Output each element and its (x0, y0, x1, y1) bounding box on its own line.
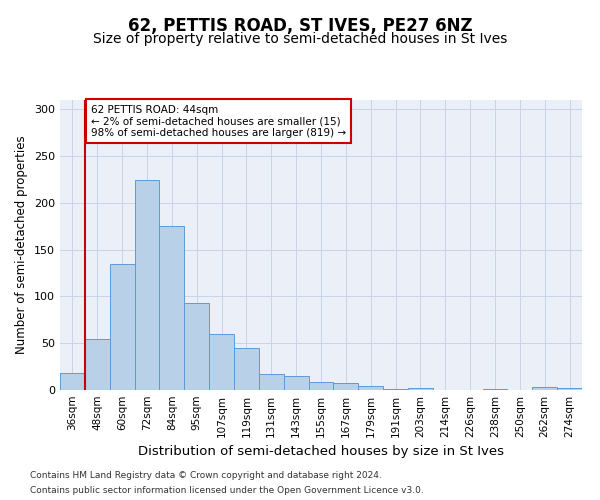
Bar (184, 303, 209, 390)
Text: 62, PETTIS ROAD, ST IVES, PE27 6NZ: 62, PETTIS ROAD, ST IVES, PE27 6NZ (128, 18, 472, 36)
Bar (234, 348, 259, 390)
Bar (110, 264, 134, 390)
Bar (284, 376, 308, 390)
Bar (334, 382, 358, 390)
Bar (160, 226, 184, 390)
Y-axis label: Number of semi-detached properties: Number of semi-detached properties (16, 136, 28, 354)
Bar (532, 387, 557, 390)
Bar (60, 373, 85, 390)
Bar (85, 338, 110, 390)
Text: Contains HM Land Registry data © Crown copyright and database right 2024.: Contains HM Land Registry data © Crown c… (30, 471, 382, 480)
Text: 62 PETTIS ROAD: 44sqm
← 2% of semi-detached houses are smaller (15)
98% of semi-: 62 PETTIS ROAD: 44sqm ← 2% of semi-detac… (91, 104, 346, 138)
Bar (482, 389, 508, 390)
Bar (209, 334, 234, 390)
Bar (259, 374, 284, 390)
Bar (557, 388, 582, 390)
Bar (408, 388, 433, 390)
Bar (358, 386, 383, 390)
Bar (134, 180, 160, 390)
X-axis label: Distribution of semi-detached houses by size in St Ives: Distribution of semi-detached houses by … (138, 446, 504, 458)
Bar (383, 389, 408, 390)
Bar (308, 382, 334, 390)
Text: Contains public sector information licensed under the Open Government Licence v3: Contains public sector information licen… (30, 486, 424, 495)
Text: Size of property relative to semi-detached houses in St Ives: Size of property relative to semi-detach… (93, 32, 507, 46)
